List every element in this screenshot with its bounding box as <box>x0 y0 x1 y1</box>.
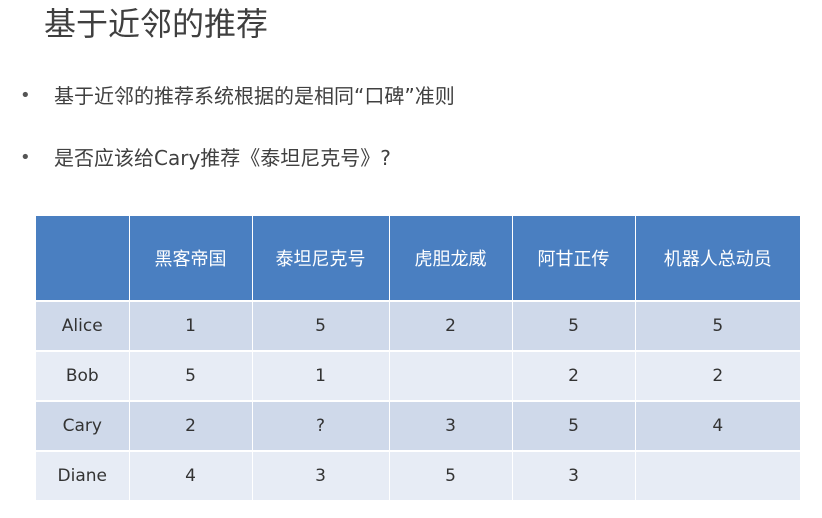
table-row: Cary 2 ? 3 5 4 <box>36 401 800 452</box>
rating-cell: 4 <box>129 451 253 502</box>
user-name-cell: Cary <box>36 401 130 452</box>
rating-cell: 1 <box>252 351 390 402</box>
rating-cell: 5 <box>512 301 636 352</box>
rating-cell: 4 <box>635 401 800 452</box>
table-header: 黑客帝国 <box>129 216 253 302</box>
rating-cell: 3 <box>389 401 513 452</box>
bullet-item: • 基于近邻的推荐系统根据的是相同“口碑”准则 <box>14 76 455 138</box>
user-name-cell: Bob <box>36 351 130 402</box>
bullet-item: • 是否应该给Cary推荐《泰坦尼克号》? <box>14 138 455 200</box>
rating-cell: 5 <box>252 301 390 352</box>
bullet-marker: • <box>20 147 31 168</box>
rating-cell: 5 <box>389 451 513 502</box>
rating-cell: 2 <box>512 351 636 402</box>
bullet-text: 基于近邻的推荐系统根据的是相同“口碑”准则 <box>54 84 455 108</box>
bullet-text: 是否应该给Cary推荐《泰坦尼克号》? <box>54 146 391 170</box>
rating-cell: 5 <box>129 351 253 402</box>
table-header-corner <box>36 216 130 302</box>
ratings-table: 黑客帝国 泰坦尼克号 虎胆龙威 阿甘正传 机器人总动员 Alice 1 5 2 … <box>36 216 800 502</box>
rating-cell: 2 <box>635 351 800 402</box>
table-header: 虎胆龙威 <box>389 216 513 302</box>
slide-title: 基于近邻的推荐 <box>44 5 269 43</box>
table-row: Alice 1 5 2 5 5 <box>36 301 800 352</box>
user-name-cell: Diane <box>36 451 130 502</box>
rating-cell: 1 <box>129 301 253 352</box>
user-name-cell: Alice <box>36 301 130 352</box>
rating-cell: 5 <box>512 401 636 452</box>
table-row: Diane 4 3 5 3 <box>36 451 800 502</box>
rating-cell <box>635 451 800 502</box>
rating-cell: 3 <box>512 451 636 502</box>
rating-cell: 2 <box>129 401 253 452</box>
table-row: Bob 5 1 2 2 <box>36 351 800 402</box>
table-header: 机器人总动员 <box>635 216 800 302</box>
rating-cell: 5 <box>635 301 800 352</box>
table-header: 阿甘正传 <box>512 216 636 302</box>
table-header-row: 黑客帝国 泰坦尼克号 虎胆龙威 阿甘正传 机器人总动员 <box>36 216 800 302</box>
table-header: 泰坦尼克号 <box>252 216 390 302</box>
bullet-marker: • <box>20 85 31 106</box>
bullet-list: • 基于近邻的推荐系统根据的是相同“口碑”准则 • 是否应该给Cary推荐《泰坦… <box>14 76 455 200</box>
rating-cell <box>389 351 513 402</box>
rating-cell: 2 <box>389 301 513 352</box>
rating-cell: ? <box>252 401 390 452</box>
rating-cell: 3 <box>252 451 390 502</box>
